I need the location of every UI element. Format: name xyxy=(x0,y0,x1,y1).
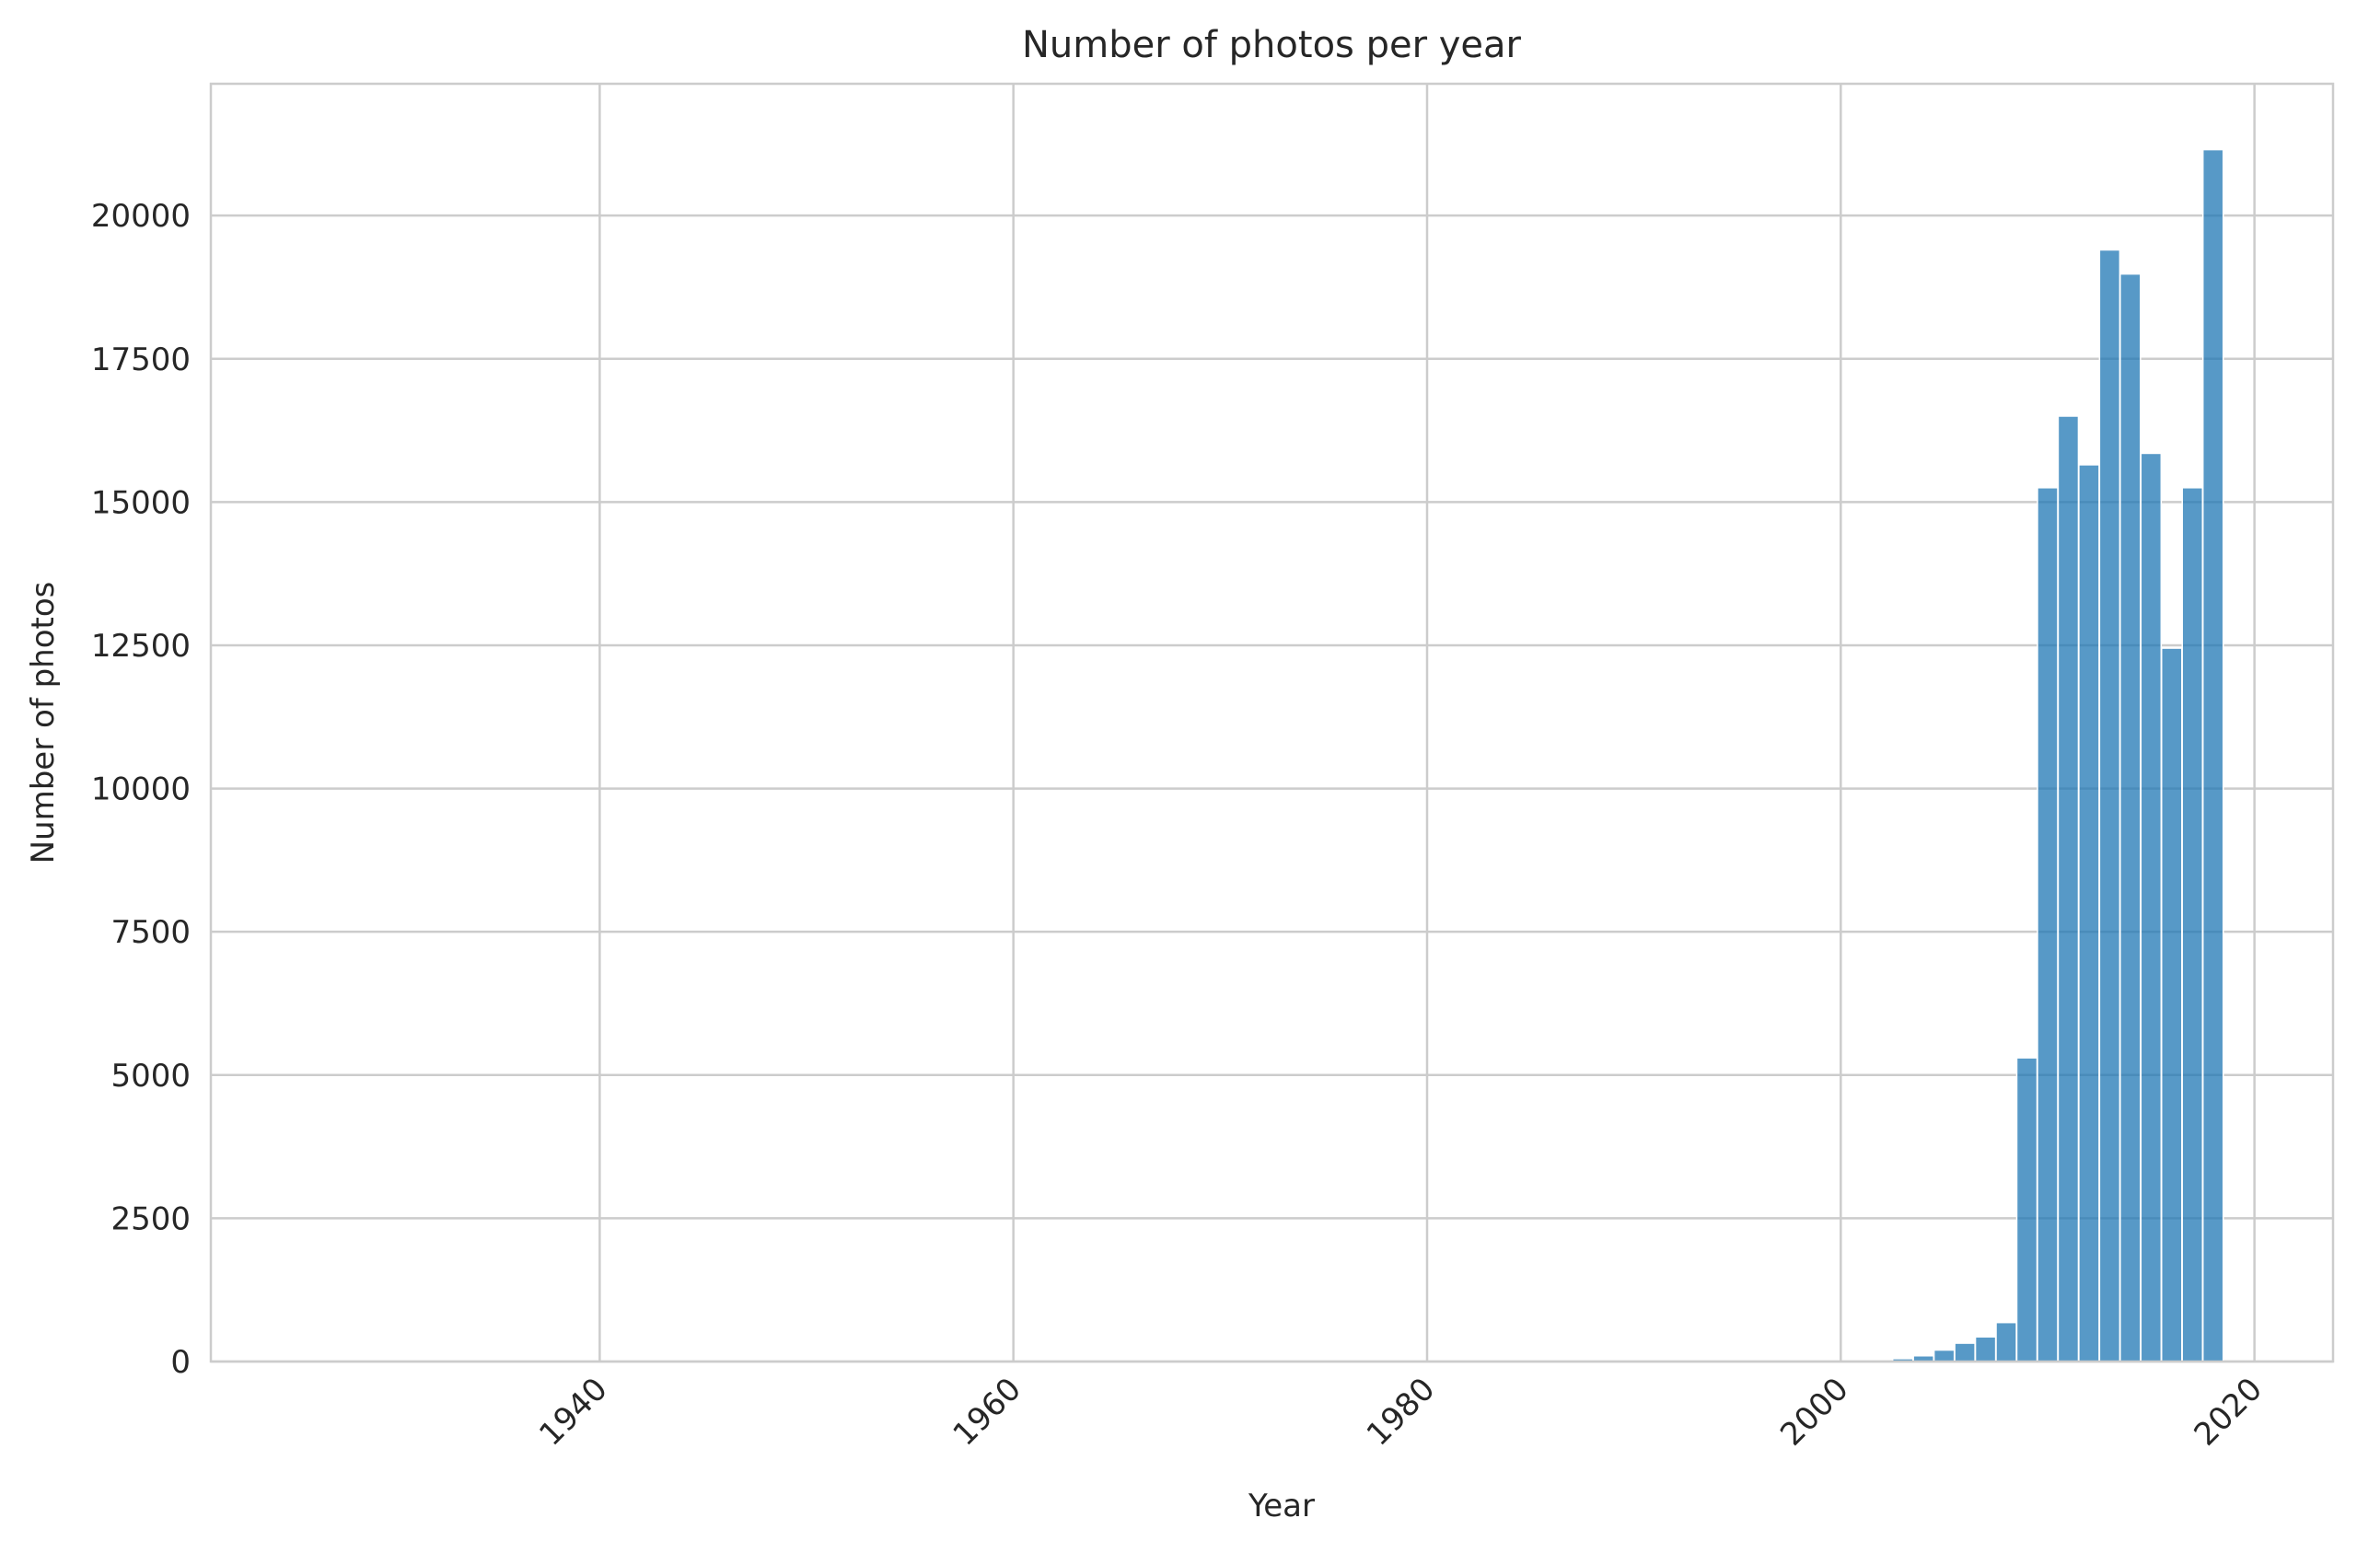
histogram-bar xyxy=(2037,487,2059,1362)
x-tick-label: 1960 xyxy=(946,1371,1028,1453)
axes-frame xyxy=(209,82,2335,1363)
x-tick-label: 1980 xyxy=(1360,1371,1442,1453)
y-tick-label: 12500 xyxy=(91,628,191,665)
tick-layer: 0 2500 5000 7500 10000 12500 15000 17500 20000 19… xyxy=(91,198,2270,1453)
histogram-bar xyxy=(2161,647,2183,1362)
x-tick-label: 2020 xyxy=(2188,1371,2270,1453)
y-tick-label: 7500 xyxy=(110,914,191,951)
chart-title: Number of photos per year xyxy=(1022,24,1522,66)
x-axis-label: Year xyxy=(1248,1488,1315,1524)
histogram-bar xyxy=(1974,1336,1997,1362)
y-axis-label: Number of photos xyxy=(25,582,62,864)
histogram-bar xyxy=(2119,272,2142,1362)
y-tick-label: 20000 xyxy=(91,198,191,235)
x-tick-label: 1940 xyxy=(532,1371,614,1453)
histogram-bar xyxy=(1954,1342,1976,1362)
y-tick-label: 17500 xyxy=(91,342,191,378)
histogram-bar xyxy=(2098,249,2121,1362)
histogram-bar xyxy=(2140,452,2163,1362)
histogram-bar xyxy=(2015,1057,2038,1362)
y-tick-label: 0 xyxy=(170,1344,191,1381)
histogram-bar xyxy=(1933,1349,1956,1362)
y-tick-label: 10000 xyxy=(91,771,191,808)
x-tick-label: 2000 xyxy=(1773,1371,1855,1453)
grid-layer xyxy=(211,84,2333,1363)
histogram-bar xyxy=(2078,464,2100,1362)
bar-layer xyxy=(1891,148,2224,1362)
histogram-bar xyxy=(2057,415,2080,1362)
histogram-bar xyxy=(1995,1321,2017,1362)
y-tick-label: 15000 xyxy=(91,484,191,521)
y-tick-label: 2500 xyxy=(110,1200,191,1237)
y-tick-label: 5000 xyxy=(110,1058,191,1095)
histogram-bar xyxy=(2201,148,2224,1362)
histogram-bar xyxy=(2181,487,2203,1362)
